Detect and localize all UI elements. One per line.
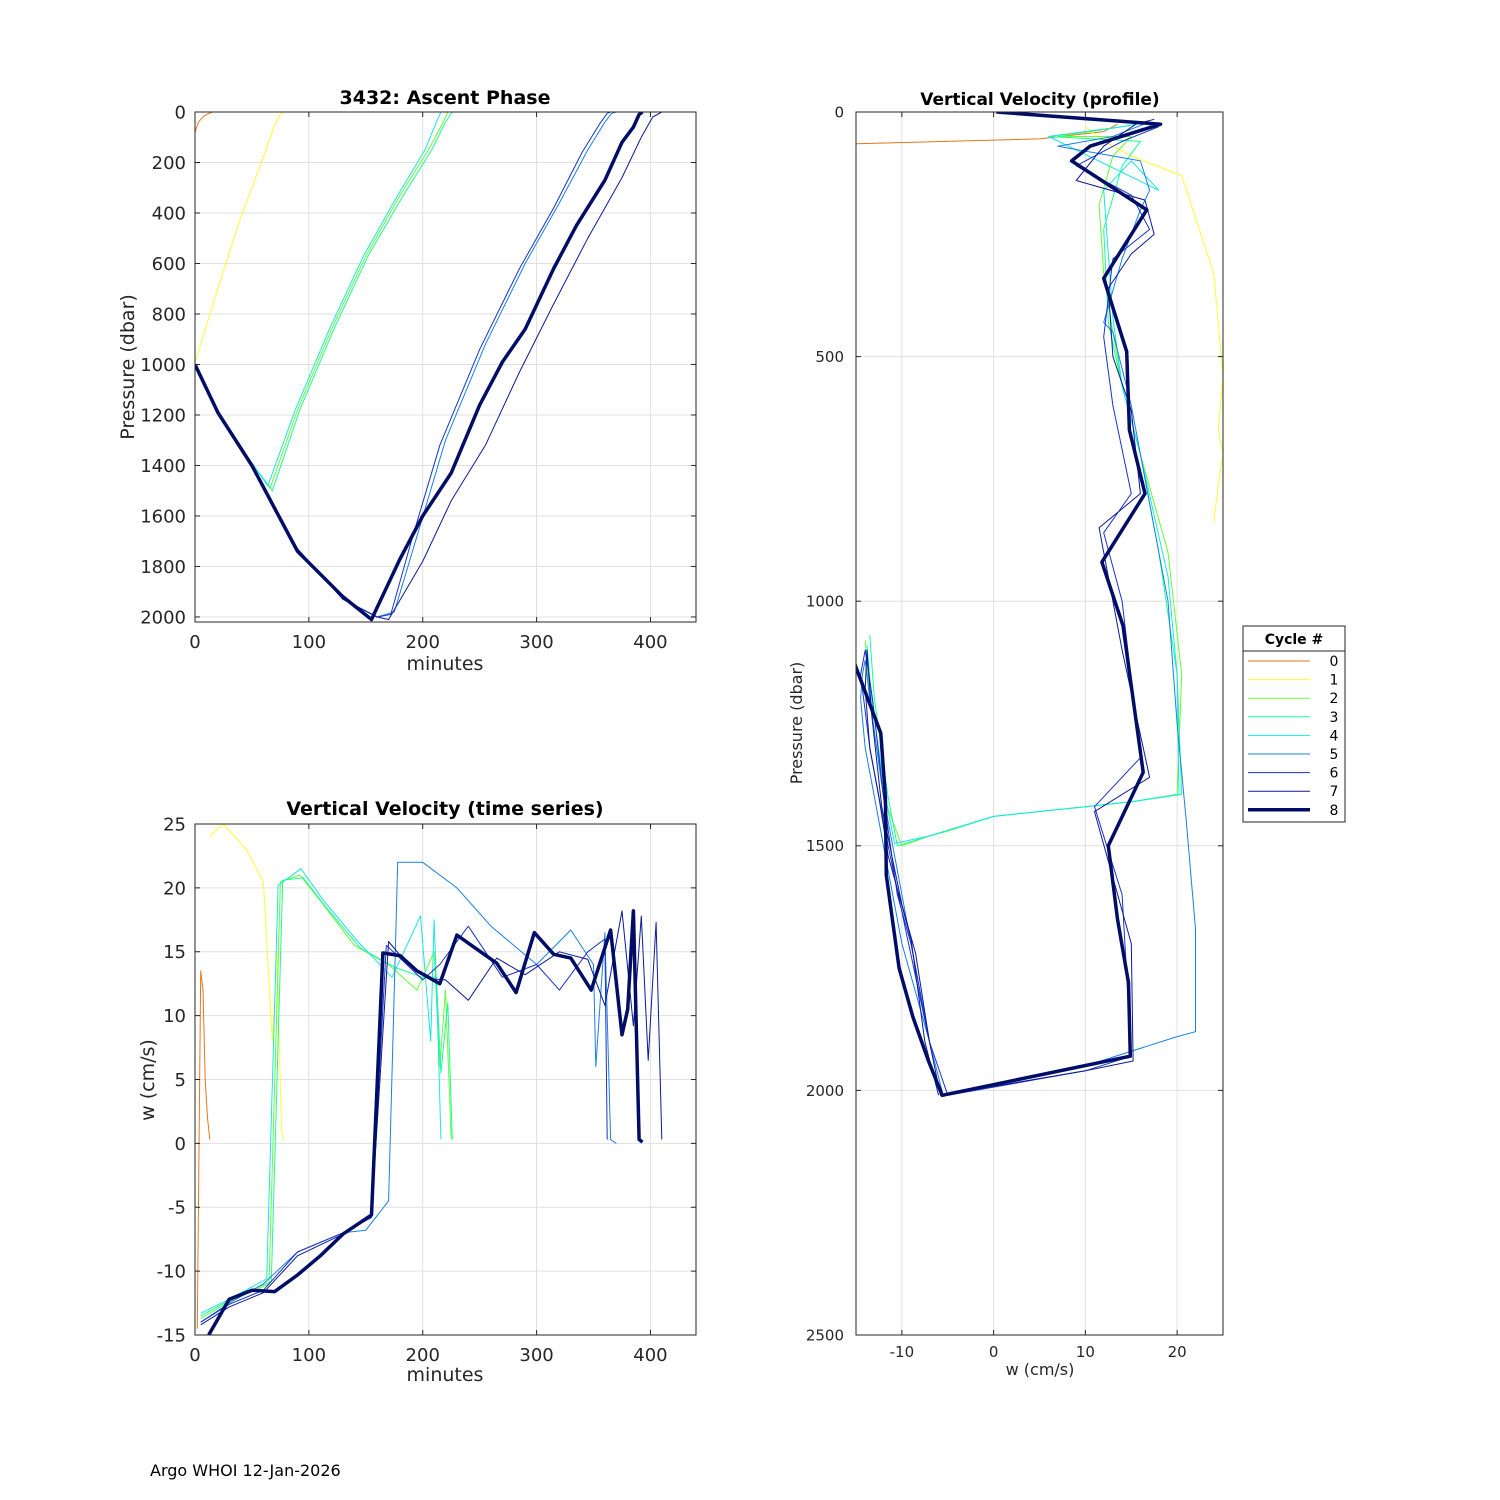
timeseries-series-cycle-7	[200, 910, 663, 1326]
ascent-ytick-label: 1000	[140, 355, 186, 376]
legend-label-cycle-3: 3	[1330, 710, 1339, 726]
footer-text: Argo WHOI 12-Jan-2026	[150, 1461, 341, 1480]
legend-label-cycle-5: 5	[1330, 747, 1339, 763]
profile-series-cycle-4	[866, 121, 1180, 844]
ascent-ytick-label: 1200	[140, 405, 186, 426]
velocity-timeseries-panel: 0 100 200 300 400 -15 -10 -5 0 5 10 15 20 25 Vertical…	[137, 798, 697, 1386]
ascent-plot-area	[195, 112, 696, 622]
timeseries-xlabel: minutes	[407, 1364, 484, 1386]
velocity-profile-panel: -10 0 10 20 0 500 1000 1500 2000 2500 Vertical Ve…	[787, 90, 1224, 1379]
ascent-ytick-label: 0	[175, 102, 186, 123]
profile-xtick-label: 10	[1076, 1343, 1095, 1361]
timeseries-xtick-label: 100	[292, 1345, 326, 1366]
ascent-title: 3432: Ascent Phase	[340, 87, 551, 109]
legend-title: Cycle #	[1265, 632, 1324, 648]
ascent-xtick-label: 400	[633, 632, 667, 653]
legend-label-cycle-8: 8	[1330, 803, 1339, 819]
profile-title: Vertical Velocity (profile)	[920, 90, 1159, 110]
legend-label-cycle-1: 1	[1330, 673, 1339, 689]
profile-series-cycle-1	[1085, 126, 1223, 523]
timeseries-series-cycle-5	[200, 861, 617, 1323]
profile-xtick-label: -10	[890, 1343, 915, 1361]
ascent-axes-box	[194, 111, 697, 623]
ascent-ytick-label: 200	[152, 153, 186, 174]
legend-label-cycle-4: 4	[1330, 728, 1339, 744]
ascent-xtick-label: 200	[406, 632, 440, 653]
profile-xlabel: w (cm/s)	[1006, 1360, 1075, 1379]
timeseries-xtick-label: 400	[633, 1345, 667, 1366]
timeseries-ytick-label: -15	[157, 1325, 186, 1346]
profile-series-group	[856, 112, 1223, 1098]
legend-label-cycle-0: 0	[1330, 654, 1339, 670]
profile-series-cycle-5	[860, 121, 1196, 1096]
profile-series-cycle-3	[869, 121, 1183, 847]
ascent-ytick-label: 2000	[140, 607, 186, 628]
ascent-ytick-label: 1800	[140, 557, 186, 578]
ascent-series	[195, 112, 663, 622]
timeseries-series-cycle-8	[207, 909, 644, 1335]
timeseries-series	[196, 824, 663, 1335]
legend-label-cycle-2: 2	[1330, 691, 1339, 707]
ascent-series-group	[195, 112, 663, 622]
ascent-phase-panel: 0 100 200 300 400 0 200 400 600 800 1000 1200 1400 16…	[117, 87, 697, 675]
profile-ytick-label: 2500	[806, 1326, 844, 1344]
timeseries-ytick-label: 10	[163, 1006, 186, 1027]
profile-xtick-label: 0	[989, 1343, 999, 1361]
profile-ticks: -10 0 10 20 0 500 1000 1500 2000 2500	[806, 103, 1223, 1361]
profile-plot-area	[856, 112, 1223, 1335]
ascent-ytick-label: 400	[152, 203, 186, 224]
profile-ytick-label: 1000	[806, 593, 844, 611]
timeseries-ytick-label: 20	[163, 878, 186, 899]
cycle-legend: Cycle # 0 1 2 3 4 5 6 7 8	[1242, 625, 1346, 823]
timeseries-ytick-label: 0	[175, 1134, 186, 1155]
ascent-xtick-label: 0	[189, 632, 200, 653]
profile-axes-box	[855, 111, 1224, 1336]
ascent-series-cycle-0	[195, 112, 213, 133]
legend-entries: 0 1 2 3 4 5 6 7 8	[1248, 654, 1339, 819]
profile-xtick-label: 20	[1168, 1343, 1187, 1361]
ascent-ytick-label: 600	[152, 254, 186, 275]
timeseries-xtick-label: 300	[519, 1345, 553, 1366]
profile-series-cycle-2	[864, 121, 1183, 847]
legend-box	[1242, 625, 1346, 823]
timeseries-ylabel: w (cm/s)	[137, 1039, 159, 1121]
timeseries-series-cycle-1	[208, 824, 285, 1140]
ascent-series-cycle-1	[195, 112, 285, 363]
profile-ytick-label: 2000	[806, 1082, 844, 1100]
ascent-xlabel: minutes	[407, 653, 484, 675]
timeseries-ytick-label: 25	[163, 814, 186, 835]
ascent-ticks: 0 100 200 300 400 0 200 400 600 800 1000 1200 1400 16…	[140, 102, 696, 653]
profile-ytick-label: 500	[815, 348, 844, 366]
profile-series-cycle-8	[856, 112, 1163, 1098]
ascent-xtick-label: 100	[292, 632, 326, 653]
timeseries-series-group	[196, 824, 663, 1335]
timeseries-xtick-label: 200	[406, 1345, 440, 1366]
ascent-series-cycle-8	[195, 112, 644, 622]
profile-series	[856, 112, 1223, 1098]
ascent-ytick-label: 800	[152, 304, 186, 325]
timeseries-series-cycle-4	[200, 868, 442, 1314]
timeseries-series-cycle-0	[196, 970, 211, 1329]
ascent-ytick-label: 1600	[140, 506, 186, 527]
timeseries-series-cycle-6	[200, 925, 608, 1323]
profile-ytick-label: 0	[834, 103, 844, 121]
ascent-ytick-label: 1400	[140, 456, 186, 477]
timeseries-title: Vertical Velocity (time series)	[286, 798, 603, 820]
profile-ytick-label: 1500	[806, 837, 844, 855]
timeseries-ytick-label: 5	[175, 1070, 186, 1091]
legend-label-cycle-6: 6	[1330, 766, 1339, 782]
ascent-ylabel: Pressure (dbar)	[117, 294, 139, 440]
profile-series-cycle-7	[864, 118, 1155, 1096]
timeseries-xtick-label: 0	[189, 1345, 200, 1366]
legend-label-cycle-7: 7	[1330, 784, 1339, 800]
timeseries-ytick-label: -10	[157, 1262, 186, 1283]
timeseries-ytick-label: 15	[163, 942, 186, 963]
timeseries-ticks: 0 100 200 300 400 -15 -10 -5 0 5 10 15 20 25	[157, 814, 696, 1366]
profile-ylabel: Pressure (dbar)	[787, 662, 806, 785]
timeseries-ytick-label: -5	[168, 1198, 186, 1219]
ascent-xtick-label: 300	[519, 632, 553, 653]
